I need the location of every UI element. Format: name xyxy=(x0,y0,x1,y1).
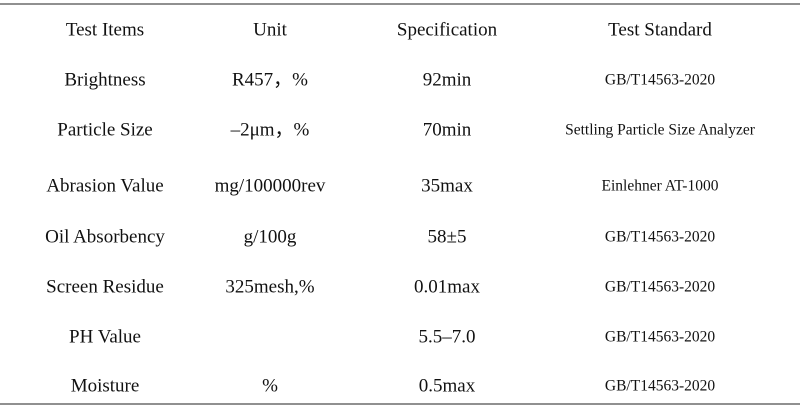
specification: 35max xyxy=(421,175,473,196)
test-item: Oil Absorbency xyxy=(45,226,165,247)
specification: 58±5 xyxy=(428,226,467,247)
unit: g/100g xyxy=(244,226,297,247)
specification: 0.5max xyxy=(419,375,476,396)
test-standard: GB/T14563-2020 xyxy=(605,378,715,395)
header-cell: Unit xyxy=(253,19,288,40)
test-item: Screen Residue xyxy=(46,276,164,297)
specification: 5.5–7.0 xyxy=(419,326,476,347)
test-standard: GB/T14563-2020 xyxy=(605,329,715,346)
test-standard: GB/T14563-2020 xyxy=(605,72,715,89)
specification: 0.01max xyxy=(414,276,480,297)
test-item: Particle Size xyxy=(57,119,153,140)
test-item: Brightness xyxy=(64,69,145,90)
test-item: Moisture xyxy=(71,375,140,396)
header-cell: Test Standard xyxy=(608,19,712,40)
header-cell: Test Items xyxy=(66,19,144,40)
specification: 92min xyxy=(423,69,472,90)
test-item: PH Value xyxy=(69,326,141,347)
test-item: Abrasion Value xyxy=(46,175,163,196)
unit: 325mesh,% xyxy=(225,276,314,297)
specification: 70min xyxy=(423,119,472,140)
header-cell: Specification xyxy=(397,19,498,40)
unit: mg/100000rev xyxy=(215,175,326,196)
test-standard: Settling Particle Size Analyzer xyxy=(565,122,756,139)
unit: R457，% xyxy=(232,69,308,90)
test-standard: GB/T14563-2020 xyxy=(605,229,715,246)
unit: % xyxy=(262,375,278,396)
test-standard: Einlehner AT-1000 xyxy=(602,178,719,195)
test-standard: GB/T14563-2020 xyxy=(605,279,715,296)
unit: –2μm，% xyxy=(230,119,310,140)
